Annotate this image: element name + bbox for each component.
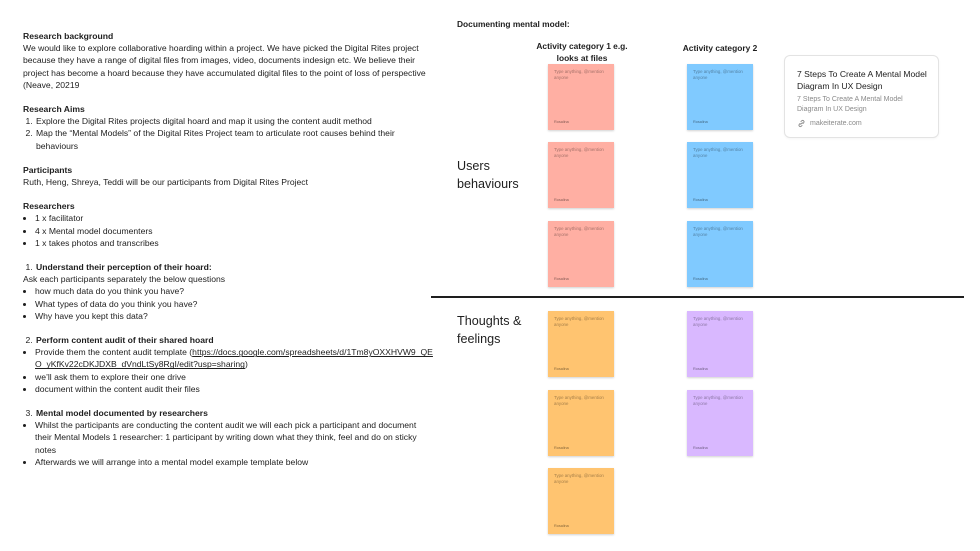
sticky-placeholder: Type anything, @mention anyone: [693, 316, 743, 327]
aims-heading: Research Aims: [23, 104, 85, 115]
card-description: 7 Steps To Create A Mental Model Diagram…: [797, 96, 903, 113]
list-item: 1 x takes photos and transcribes: [35, 237, 433, 249]
row-label-users-behaviours: Users behaviours: [457, 159, 519, 191]
sticky-author: Rosalina: [693, 446, 708, 450]
sticky-placeholder: Type anything, @mention anyone: [693, 395, 743, 406]
row-label-thoughts-feelings: Thoughts & feelings: [457, 314, 522, 346]
sticky-note[interactable]: Type anything, @mention anyone Rosalina: [687, 390, 753, 456]
sticky-note[interactable]: Type anything, @mention anyone Rosalina: [687, 142, 753, 208]
list-item: Why have you kept this data?: [35, 310, 433, 322]
step-3-heading: Mental model documented by researchers: [36, 408, 208, 419]
step-2: Perform content audit of their shared ho…: [23, 334, 433, 346]
participants-text: Ruth, Heng, Shreya, Teddi will be our pa…: [23, 177, 308, 188]
sticky-author: Rosalina: [554, 277, 569, 281]
sticky-note[interactable]: Type anything, @mention anyone Rosalina: [548, 390, 614, 456]
sticky-note[interactable]: Type anything, @mention anyone Rosalina: [687, 221, 753, 287]
list-item: Map the “Mental Models” of the Digital R…: [35, 127, 433, 151]
sticky-note[interactable]: Type anything, @mention anyone Rosalina: [687, 64, 753, 130]
link-icon: [798, 119, 805, 128]
sticky-placeholder: Type anything, @mention anyone: [554, 69, 604, 80]
background-text: We would like to explore collaborative h…: [23, 43, 426, 90]
board-title: Documenting mental model:: [457, 19, 570, 29]
sticky-placeholder: Type anything, @mention anyone: [554, 473, 604, 484]
card-title: 7 Steps To Create A Mental Model Diagram…: [797, 69, 927, 91]
researchers-list: 1 x facilitator 4 x Mental model documen…: [23, 212, 433, 249]
sticky-author: Rosalina: [693, 120, 708, 124]
sticky-note[interactable]: Type anything, @mention anyone Rosalina: [548, 311, 614, 377]
sticky-note[interactable]: Type anything, @mention anyone Rosalina: [548, 468, 614, 534]
step-1-text: Ask each participants separately the bel…: [23, 274, 226, 285]
participants-heading: Participants: [23, 164, 73, 175]
research-doc: Research background We would like to exp…: [23, 30, 433, 468]
sticky-placeholder: Type anything, @mention anyone: [554, 147, 604, 158]
list-item: What types of data do you think you have…: [35, 298, 433, 310]
sticky-placeholder: Type anything, @mention anyone: [554, 226, 604, 237]
sticky-author: Rosalina: [554, 524, 569, 528]
step-1-heading: Understand their perception of their hoa…: [36, 262, 212, 273]
list-item: 4 x Mental model documenters: [35, 225, 433, 237]
sticky-note[interactable]: Type anything, @mention anyone Rosalina: [548, 221, 614, 287]
step-3: Mental model documented by researchers: [23, 407, 433, 419]
sticky-note[interactable]: Type anything, @mention anyone Rosalina: [548, 64, 614, 130]
step-2-heading: Perform content audit of their shared ho…: [36, 335, 214, 346]
background-heading: Research background: [23, 31, 114, 41]
list-item: Whilst the participants are conducting t…: [35, 419, 433, 456]
sticky-author: Rosalina: [554, 446, 569, 450]
sticky-author: Rosalina: [693, 198, 708, 202]
sticky-note[interactable]: Type anything, @mention anyone Rosalina: [687, 311, 753, 377]
step-1: Understand their perception of their hoa…: [23, 261, 433, 273]
content-audit-link[interactable]: https://docs.google.com/spreadsheets/d/1…: [35, 347, 433, 370]
step-1-list: how much data do you think you have? Wha…: [23, 285, 433, 322]
sticky-placeholder: Type anything, @mention anyone: [693, 69, 743, 80]
list-item: Afterwards we will arrange into a mental…: [35, 456, 433, 468]
text: Provide them the content audit template …: [35, 347, 193, 358]
list-item: how much data do you think you have?: [35, 285, 433, 297]
sticky-author: Rosalina: [554, 367, 569, 371]
sticky-placeholder: Type anything, @mention anyone: [554, 316, 604, 327]
sticky-placeholder: Type anything, @mention anyone: [554, 395, 604, 406]
sticky-author: Rosalina: [554, 120, 569, 124]
column-header-2: Activity category 2: [682, 43, 758, 53]
link-preview-card[interactable]: 7 Steps To Create A Mental Model Diagram…: [784, 55, 939, 138]
card-url-row: makeiterate.com: [797, 119, 927, 128]
column-header-1: Activity category 1 e.g. looks at files: [536, 41, 628, 63]
list-item: Provide them the content audit template …: [35, 346, 433, 370]
card-url: makeiterate.com: [810, 120, 862, 127]
sticky-author: Rosalina: [693, 367, 708, 371]
sticky-placeholder: Type anything, @mention anyone: [693, 226, 743, 237]
step-2-list: Provide them the content audit template …: [23, 346, 433, 395]
sticky-author: Rosalina: [554, 198, 569, 202]
sticky-author: Rosalina: [693, 277, 708, 281]
sticky-note[interactable]: Type anything, @mention anyone Rosalina: [548, 142, 614, 208]
aims-list: Explore the Digital Rites projects digit…: [23, 115, 433, 152]
row-divider: [431, 296, 964, 298]
list-item: Explore the Digital Rites projects digit…: [35, 115, 433, 127]
researchers-heading: Researchers: [23, 201, 75, 212]
text: ): [244, 359, 248, 370]
step-3-list: Whilst the participants are conducting t…: [23, 419, 433, 468]
list-item: document within the content audit their …: [35, 383, 433, 395]
sticky-placeholder: Type anything, @mention anyone: [693, 147, 743, 158]
list-item: we’ll ask them to explore their one driv…: [35, 371, 433, 383]
list-item: 1 x facilitator: [35, 212, 433, 224]
